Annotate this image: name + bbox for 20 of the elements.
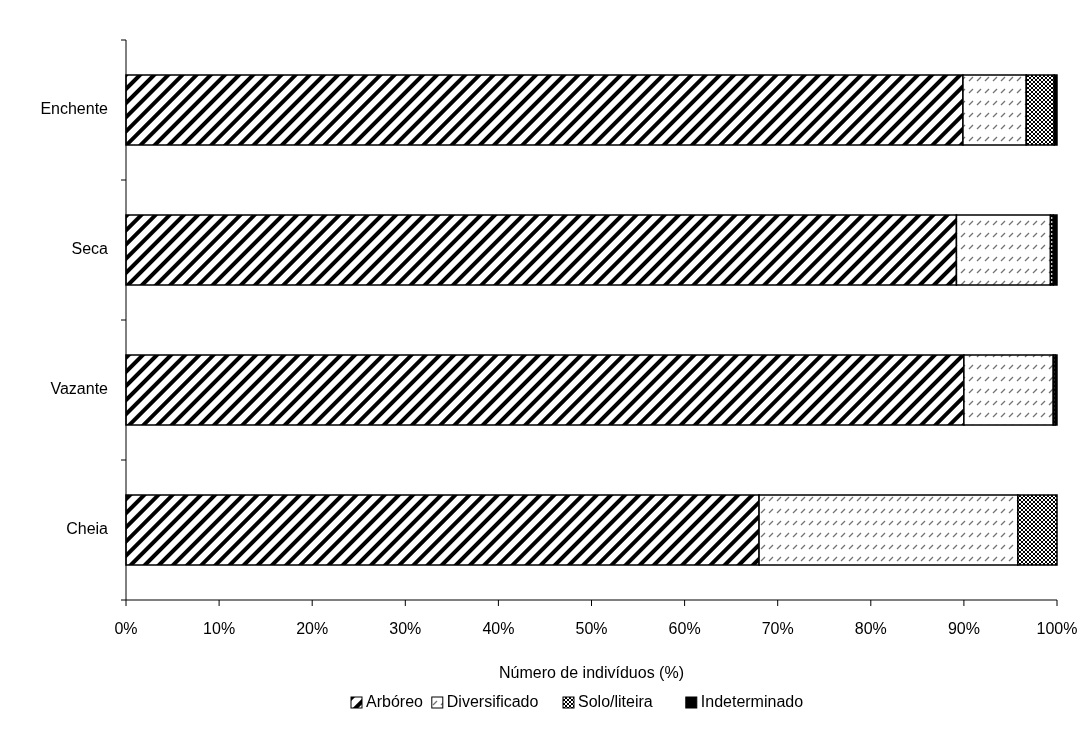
x-tick-label: 50% xyxy=(575,620,608,637)
x-tick-label: 10% xyxy=(203,620,236,637)
legend-label: Solo/liteira xyxy=(578,693,653,710)
x-tick-label: 30% xyxy=(389,620,422,637)
legend-label: Diversificado xyxy=(446,693,539,710)
y-tick-label: Seca xyxy=(71,240,109,258)
y-tick-label: Vazante xyxy=(50,380,109,398)
x-tick-label: 0% xyxy=(114,620,138,637)
legend-label: Indeterminado xyxy=(700,693,804,710)
y-tick-label: Cheia xyxy=(66,520,109,538)
x-tick-label: 80% xyxy=(854,620,887,637)
x-tick-label: 100% xyxy=(1036,620,1078,637)
x-tick-label: 70% xyxy=(761,620,794,637)
x-tick-label: 20% xyxy=(296,620,329,637)
x-axis-title: Número de indivíduos (%) xyxy=(499,664,684,681)
x-tick-label: 60% xyxy=(668,620,701,637)
y-tick-label: Enchente xyxy=(40,100,109,118)
legend-label: Arbóreo xyxy=(366,693,424,710)
x-tick-label: 90% xyxy=(947,620,980,637)
x-tick-label: 40% xyxy=(482,620,515,637)
